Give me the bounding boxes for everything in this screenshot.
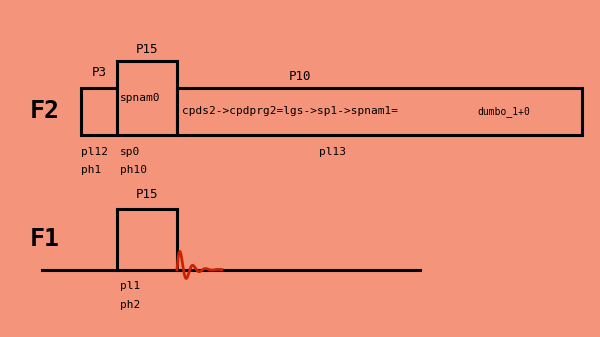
Text: ph10: ph10 bbox=[120, 165, 147, 175]
Text: spnam0: spnam0 bbox=[120, 93, 161, 103]
Text: dumbo_1+0: dumbo_1+0 bbox=[477, 106, 530, 117]
Text: sp0: sp0 bbox=[120, 147, 140, 157]
Text: cpds2->cpdprg2=lgs->sp1->spnam1=: cpds2->cpdprg2=lgs->sp1->spnam1= bbox=[182, 106, 398, 116]
Bar bbox=[81, 88, 117, 135]
Text: F2: F2 bbox=[30, 99, 60, 123]
Text: pl12: pl12 bbox=[81, 147, 108, 157]
Text: ph2: ph2 bbox=[120, 300, 140, 310]
Text: P15: P15 bbox=[136, 187, 158, 201]
Text: pl1: pl1 bbox=[120, 281, 140, 292]
Text: P10: P10 bbox=[289, 69, 311, 83]
Bar bbox=[177, 88, 582, 135]
Text: ph1: ph1 bbox=[81, 165, 101, 175]
Bar bbox=[117, 209, 177, 270]
Bar bbox=[117, 61, 177, 135]
Text: pl13: pl13 bbox=[319, 147, 346, 157]
Text: P15: P15 bbox=[136, 42, 158, 56]
Text: F1: F1 bbox=[30, 227, 60, 251]
Text: P3: P3 bbox=[91, 66, 107, 79]
